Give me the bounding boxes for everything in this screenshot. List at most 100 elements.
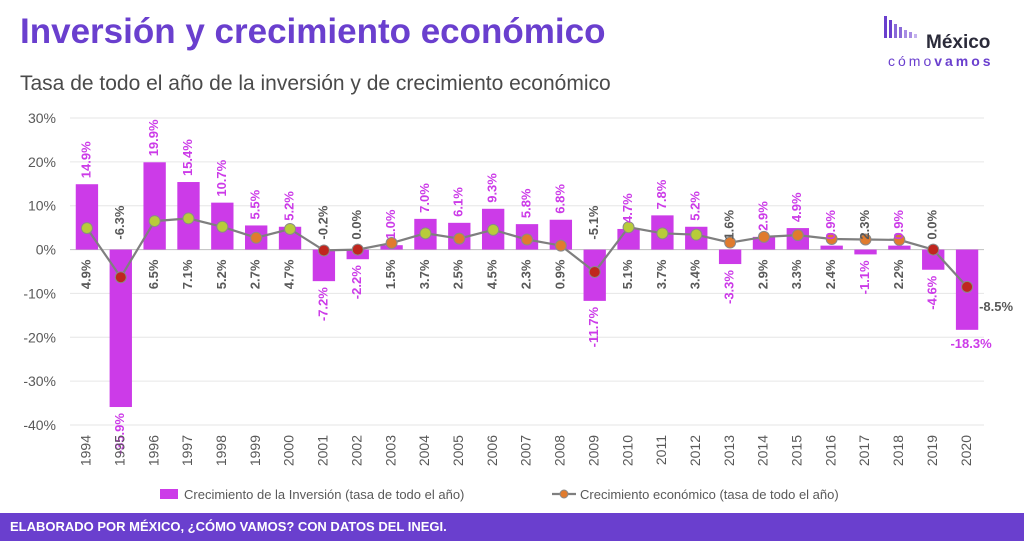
bar-data-label: 5.2% [281,191,296,221]
chart-area: -40% -30% -20% -10% 0% 10% 20% 30% 14.9% 4.9% -35… [23,110,1013,502]
y-tick-label: 30% [28,110,56,126]
x-tick-label: 2016 [822,435,838,466]
line-data-label: 2.9% [755,259,770,289]
growth-marker [521,233,533,246]
bar-data-label: -1.1% [857,260,872,294]
line-data-label: 2.4% [823,259,838,289]
bar-data-label: -11.7% [586,306,601,347]
growth-marker [690,228,703,241]
x-tick-label: 1997 [179,435,195,466]
x-tick-label: 2004 [416,435,432,466]
x-tick-label: 2008 [552,435,568,466]
line-data-label: 2.3% [518,259,533,289]
bar-data-label: 5.8% [518,188,533,218]
growth-marker [114,271,127,284]
growth-marker [148,215,161,228]
y-tick-label: -20% [23,329,56,345]
growth-marker [317,244,330,257]
investment-bar [718,249,742,265]
investment-bar [143,162,166,250]
logo-tagline: cómovamos [888,53,994,69]
growth-marker [588,265,601,278]
growth-marker [622,221,635,234]
x-tick-label: 2002 [348,435,364,466]
logo-word: México [926,32,991,53]
investment-bar [854,249,877,255]
growth-marker [385,236,398,249]
bar-data-label: 7.0% [417,183,432,213]
line-data-label: 2.5% [451,259,466,289]
x-tick-label: 2007 [518,435,534,466]
x-tick-label: 2019 [924,435,940,466]
x-tick-label: 1995 [111,435,127,466]
line-data-label: -8.5% [979,299,1013,314]
x-tick-label: 2011 [653,435,669,465]
y-axis-tick-labels: -40% -30% -20% -10% 0% 10% 20% 30% [23,110,56,433]
line-data-label: 6.5% [146,259,161,289]
x-tick-label: 2012 [687,435,703,466]
line-data-label: 0.9% [552,259,567,289]
growth-marker [80,222,93,235]
x-tick-label: 2000 [281,435,297,466]
line-data-label: 0.0% [349,209,364,239]
y-tick-label: 10% [28,198,56,214]
x-tick-label: 2015 [789,435,805,466]
growth-marker [487,223,500,236]
logo-bars-icon [884,16,917,38]
growth-marker [757,230,770,243]
growth-marker [419,227,432,240]
line-data-label: -5.1% [586,205,601,239]
line-data-label: 5.1% [620,259,635,289]
legend-line-marker [559,489,569,499]
growth-marker [453,232,466,245]
growth-marker [351,243,364,256]
footer-bar: ELABORADO POR MÉXICO, ¿CÓMO VAMOS? CON D… [0,513,1024,541]
x-tick-label: 1998 [213,435,229,466]
bar-data-label: 7.8% [654,179,669,209]
y-tick-label: 20% [28,154,56,170]
bar-data-label: -7.2% [315,287,330,321]
bar-data-label: 5.5% [248,189,263,219]
chart-subtitle: Tasa de todo el año de la inversión y de… [20,72,611,95]
investment-bar [888,245,911,250]
line-data-label: 3.4% [688,259,703,289]
growth-marker [927,243,940,256]
line-data-label: 2.7% [248,259,263,289]
investment-bar [752,236,776,250]
investment-bar [549,219,573,250]
chart-title: Inversión y crecimiento económico [20,12,606,51]
bar-data-label: -2.2% [349,265,364,299]
legend-line-label: Crecimiento económico (tasa de todo el a… [580,487,839,502]
x-tick-label: 2006 [484,435,500,466]
bar-data-label: 5.2% [688,191,703,221]
growth-marker [656,227,669,240]
investment-bar [109,249,132,408]
bar-data-label: 19.9% [146,119,161,156]
line-data-label: 3.7% [654,259,669,289]
x-tick-label: 1996 [145,435,161,466]
x-tick-label: 1994 [78,435,94,466]
bar-data-label: -18.3% [950,336,992,351]
line-data-label: 7.1% [180,259,195,289]
x-tick-label: 2017 [856,435,872,466]
growth-marker [893,233,906,246]
x-tick-label: 2014 [755,435,771,466]
line-data-label: -0.2% [315,205,330,239]
growth-marker [284,222,297,235]
bar-data-label: 0.9% [823,210,838,240]
x-tick-label: 2003 [382,435,398,466]
growth-marker [825,233,838,246]
line-data-label: 0.0% [925,209,940,239]
investment-bar [312,249,336,282]
growth-marker [250,231,263,244]
line-data-label: 2.3% [857,209,872,239]
growth-marker [791,229,804,242]
line-data-label: 2.2% [891,259,906,289]
x-tick-label: 2018 [890,435,906,466]
line-data-label: 5.2% [214,259,229,289]
growth-markers [80,212,974,293]
bar-data-label: 15.4% [180,139,195,176]
line-data-label: 4.9% [78,259,93,289]
growth-marker [859,233,872,246]
x-tick-label: 2005 [450,435,466,466]
